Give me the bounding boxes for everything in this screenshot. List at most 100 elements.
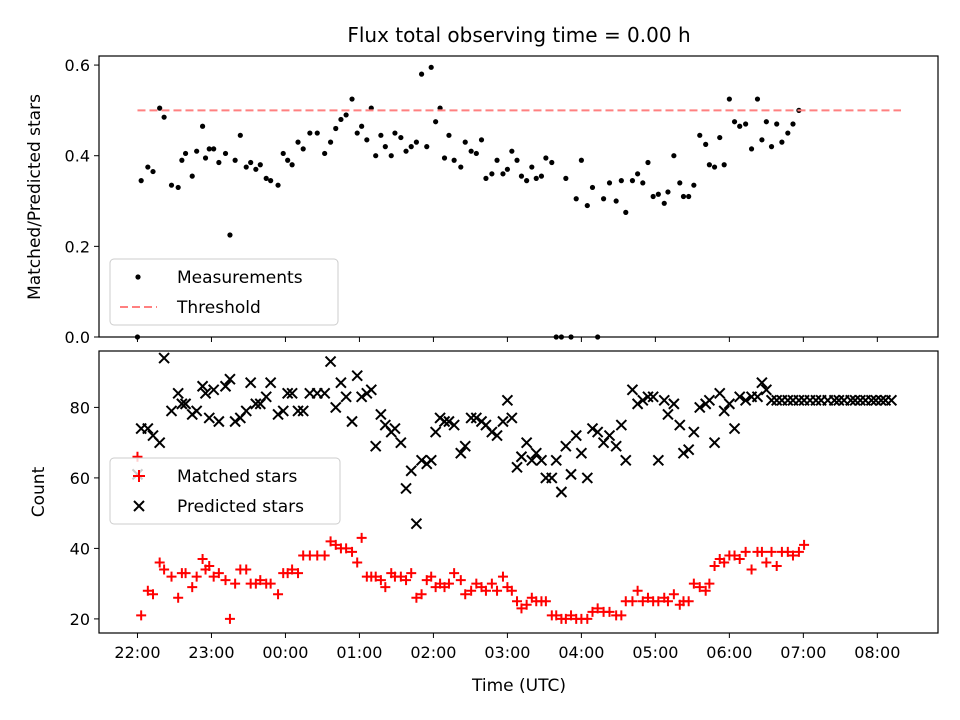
xtick-label: 05:00 — [632, 643, 678, 662]
matched-point — [627, 596, 638, 607]
matched-point — [319, 550, 330, 561]
ytick-label: 0.6 — [65, 56, 90, 75]
measurement-point — [451, 157, 457, 163]
matched-point — [756, 546, 767, 557]
matched-point — [782, 546, 793, 557]
predicted-point — [506, 412, 518, 424]
measurement-point — [322, 150, 328, 157]
matched-point — [325, 536, 336, 547]
bottom-legend: Matched stars Predicted stars — [109, 457, 341, 525]
predicted-point — [615, 419, 628, 431]
predicted-point — [550, 454, 562, 466]
predicted-point — [637, 394, 649, 407]
measurement-point — [206, 146, 212, 152]
measurement-point — [737, 123, 743, 129]
measurement-point — [216, 159, 222, 166]
xtick-label: 01:00 — [336, 643, 382, 662]
matched-point — [521, 599, 532, 610]
measurement-point — [665, 189, 671, 195]
predicted-point — [734, 391, 746, 403]
predicted-point — [515, 451, 528, 463]
bottom-axes: 20 40 60 80 22:00 23:00 00:00 01:00 02:00 03:00 04… — [70, 350, 939, 662]
measurement-point — [623, 209, 629, 215]
predicted-point — [626, 384, 639, 396]
measurement-point — [680, 193, 687, 200]
measurement-point — [489, 171, 495, 177]
measurement-point — [543, 155, 549, 161]
matched-point — [662, 596, 673, 607]
measurement-point — [726, 96, 732, 102]
predicted-point — [176, 398, 188, 410]
matched-point — [668, 589, 679, 600]
predicted-point — [849, 394, 861, 407]
measurement-point — [398, 134, 404, 141]
matched-point — [480, 585, 491, 596]
bottom-ylabel: Count — [29, 466, 49, 517]
predicted-point — [292, 405, 304, 417]
predicted-point — [250, 398, 262, 410]
predicted-point — [172, 387, 184, 400]
predicted-point — [565, 468, 577, 481]
legend-predicted-label: Predicted stars — [177, 497, 304, 517]
measurement-point — [768, 144, 775, 150]
matched-point — [455, 575, 466, 586]
measurement-point — [613, 198, 619, 204]
predicted-point — [335, 377, 347, 389]
measurement-point — [253, 166, 259, 172]
predicted-point — [833, 394, 845, 407]
measurement-point — [300, 146, 306, 152]
measurement-point — [428, 64, 434, 70]
matched-point — [380, 582, 391, 593]
predicted-point — [224, 373, 236, 385]
predicted-point — [281, 387, 294, 400]
predicted-point — [153, 436, 166, 449]
predicted-point — [885, 394, 898, 407]
xtick-label: 22:00 — [114, 643, 160, 662]
matched-point — [497, 571, 508, 582]
matched-point — [347, 546, 358, 557]
measurement-point — [640, 180, 646, 186]
predicted-point — [459, 440, 471, 452]
matched-point — [443, 578, 454, 589]
predicted-point — [389, 422, 401, 435]
matched-point — [401, 575, 412, 586]
chart-title: Flux total observing time = 0.00 h — [347, 23, 690, 47]
predicted-point — [240, 405, 252, 417]
predicted-point — [264, 377, 277, 389]
measurement-point — [549, 159, 555, 166]
predicted-point — [530, 447, 542, 459]
top-ylabel: Matched/Predicted stars — [25, 94, 45, 300]
measurement-point — [743, 121, 749, 127]
measurement-point — [483, 175, 489, 181]
predicted-point — [158, 352, 170, 364]
measurement-point — [179, 157, 185, 163]
top-axes: 0.0 0.2 0.4 0.6 — [65, 55, 939, 347]
predicted-point — [631, 398, 644, 410]
matched-point — [729, 550, 740, 561]
measurement-point — [774, 121, 780, 127]
measurement-point — [202, 155, 209, 161]
measurement-point — [413, 139, 419, 145]
measurement-point — [629, 178, 636, 184]
measurement-point — [731, 119, 738, 125]
measurement-point — [779, 139, 785, 145]
matched-point — [746, 564, 757, 575]
matched-point — [592, 603, 603, 614]
matched-point — [180, 568, 191, 579]
measurement-point — [697, 132, 703, 138]
predicted-point — [346, 415, 358, 428]
predicted-point — [575, 447, 588, 459]
predicted-point — [203, 412, 215, 424]
matched-point — [220, 575, 231, 586]
measurement-point — [494, 157, 500, 163]
predicted-point — [286, 387, 298, 400]
predicted-point — [674, 419, 686, 431]
predicted-point — [581, 472, 594, 484]
predicted-point — [688, 426, 700, 438]
predicted-point — [771, 394, 783, 407]
matched-point — [471, 578, 482, 589]
matched-point — [540, 596, 551, 607]
predicted-point — [620, 454, 632, 466]
predicted-point — [714, 387, 726, 400]
predicted-point — [739, 394, 752, 407]
